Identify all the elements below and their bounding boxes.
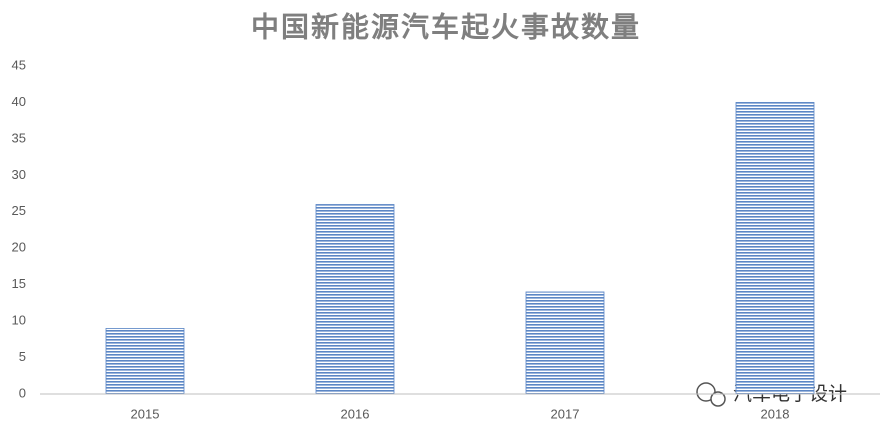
bar: [735, 102, 815, 395]
y-tick-label: 45: [12, 57, 26, 72]
x-tick-label: 2016: [341, 406, 370, 421]
bar: [315, 204, 395, 395]
bar: [525, 291, 605, 395]
x-tick-label: 2015: [131, 406, 160, 421]
chart-title: 中国新能源汽车起火事故数量: [251, 10, 641, 43]
x-tick-label: 2018: [761, 406, 790, 421]
y-tick-label: 25: [12, 203, 26, 218]
y-tick-label: 10: [12, 313, 26, 328]
watermark-icon: [696, 382, 726, 407]
y-tick-label: 30: [12, 167, 26, 182]
x-tick-label: 2017: [551, 406, 580, 421]
y-tick-label: 40: [12, 94, 26, 109]
y-tick-label: 0: [19, 385, 26, 400]
y-tick-label: 35: [12, 130, 26, 145]
y-tick-label: 5: [19, 349, 26, 364]
y-tick-label: 15: [12, 276, 26, 291]
y-tick-label: 20: [12, 240, 26, 255]
bar: [105, 327, 185, 395]
